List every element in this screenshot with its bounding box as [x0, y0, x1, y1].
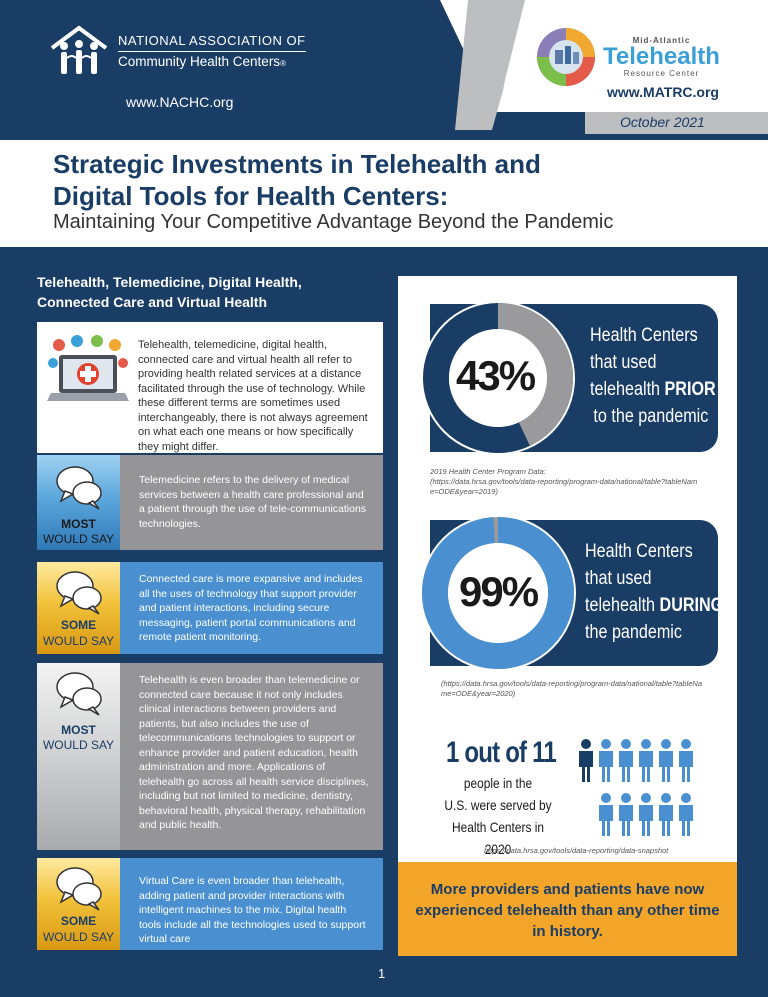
donut-value-arc: [497, 303, 573, 446]
badge-label-bottom: WOULD SAY: [42, 532, 115, 546]
stat-label-line3: telehealth: [590, 379, 665, 400]
definition-text: Telehealth is even broader than telemedi…: [139, 674, 369, 831]
page-subtitle: Maintaining Your Competitive Advantage B…: [53, 211, 614, 233]
donut-hole: [448, 543, 548, 643]
title-band: [0, 140, 768, 247]
matrc-top-text: Mid-Atlantic: [632, 36, 691, 45]
header: [0, 0, 768, 140]
person-icon: [579, 739, 593, 782]
registered-mark: ®: [280, 59, 286, 68]
source-line1: 2019 Health Center Program Data:: [430, 467, 546, 476]
badge-label-top: SOME: [60, 618, 97, 632]
title-line2: Digital Tools for Health Centers:: [53, 181, 449, 211]
source-line1: (https://data.hrsa.gov/tools/data-report…: [441, 679, 702, 688]
header-background: [440, 0, 768, 130]
speech-bubbles-icon: [56, 867, 102, 911]
people-desc-line3: Health Centers in 2020: [452, 819, 544, 857]
nachc-name-line2: Community Health Centers: [118, 54, 281, 69]
person-icon: [619, 793, 633, 836]
donut-chart-during: [420, 516, 576, 670]
stat-label-emphasis: DURING: [659, 595, 724, 616]
callout-box: [398, 862, 737, 956]
some-would-say-badge: SOME WOULD SAY: [37, 562, 120, 654]
donut-hole: [449, 329, 547, 427]
person-icon: [599, 739, 613, 782]
speech-bubbles-icon: [56, 571, 102, 615]
definition-row-connected-care: SOME WOULD SAY Connected care is more ex…: [37, 562, 383, 654]
source-line2: (https://data.hrsa.gov/tools/data-report…: [430, 477, 698, 486]
stat-label-line4: to the pandemic: [593, 406, 709, 427]
nachc-name-line1: NATIONAL ASSOCIATION OF: [118, 31, 306, 52]
some-would-say-badge: SOME WOULD SAY: [37, 858, 120, 950]
stat-label-line1: Health Centers: [590, 325, 698, 346]
matrc-logo[interactable]: Mid-Atlantic Telehealth Resource Center: [535, 26, 720, 88]
person-icon: [599, 793, 613, 836]
people-desc-line1: people in the: [463, 775, 533, 791]
donut-value-arc: [422, 517, 574, 669]
person-icon: [679, 739, 693, 782]
badge-label-top: SOME: [60, 914, 97, 928]
intro-paragraph: Telehealth, telemedicine, digital health…: [138, 339, 368, 453]
person-icon: [639, 739, 653, 782]
matrc-bottom-text: Resource Center: [623, 69, 700, 78]
stat-label-line2: that used: [585, 568, 652, 589]
page-title: Strategic Investments in Telehealth and …: [53, 148, 541, 212]
badge-label-bottom: WOULD SAY: [42, 738, 115, 752]
definition-row-telehealth: MOST WOULD SAY Telehealth is even broade…: [37, 663, 383, 850]
matrc-name: Telehealth: [603, 43, 720, 70]
laptop-medical-icon: [47, 335, 129, 401]
definition-row-telemedicine: MOST WOULD SAY Telemedicine refers to th…: [37, 455, 383, 550]
section-heading-line2: Connected Care and Virtual Health: [37, 294, 268, 310]
people-description: people in the U.S. were served by Health…: [443, 772, 554, 860]
stat-label-prior: Health Centers that used telehealth PRIO…: [590, 322, 716, 430]
badge-label-top: MOST: [61, 723, 96, 737]
people-count: 1 out of 11: [446, 736, 557, 769]
matrc-circle-icon: [537, 28, 595, 86]
badge-label-bottom: WOULD SAY: [42, 634, 115, 648]
person-icon: [639, 793, 653, 836]
speech-bubbles-icon: [56, 672, 102, 716]
donut-chart-prior: [421, 302, 575, 454]
speech-bubbles-icon: [56, 466, 102, 510]
definition-row-virtual-care: SOME WOULD SAY Virtual Care is even broa…: [37, 858, 383, 950]
person-icon: [659, 739, 673, 782]
callout-text: More providers and patients have now exp…: [415, 881, 720, 940]
most-would-say-badge: MOST WOULD SAY: [37, 663, 120, 850]
nachc-url-link[interactable]: www.NACHC.org: [126, 94, 234, 110]
title-line1: Strategic Investments in Telehealth and: [53, 149, 541, 179]
source-line2: me=ODE&year=2020): [441, 689, 516, 698]
person-icon: [659, 793, 673, 836]
people-icon-grid: [579, 739, 693, 836]
stat-label-line2: that used: [590, 352, 657, 373]
source-citation-2020[interactable]: (https://data.hrsa.gov/tools/data-report…: [441, 679, 702, 699]
section-heading: Telehealth, Telemedicine, Digital Health…: [37, 272, 302, 312]
most-would-say-badge: MOST WOULD SAY: [37, 455, 120, 550]
source-citation-2019[interactable]: 2019 Health Center Program Data: (https:…: [430, 467, 697, 497]
person-icon: [619, 739, 633, 782]
page-number: 1: [378, 966, 386, 981]
matrc-url-link[interactable]: www.MATRC.org: [607, 84, 719, 100]
definition-text: Telemedicine refers to the delivery of m…: [139, 474, 367, 530]
stat-label-line4: the pandemic: [585, 622, 682, 643]
stat-label-during: Health Centers that used telehealth DURI…: [585, 538, 723, 646]
publication-date: October 2021: [620, 114, 705, 130]
section-heading-line1: Telehealth, Telemedicine, Digital Health…: [37, 274, 302, 290]
date-bar: [585, 112, 768, 134]
source-citation-snapshot[interactable]: https://data.hrsa.gov/tools/data-reporti…: [484, 846, 669, 855]
badge-label-top: MOST: [61, 517, 96, 531]
person-icon: [679, 793, 693, 836]
stat-label-emphasis: PRIOR: [664, 379, 716, 400]
percent-during: 99%: [459, 568, 539, 615]
nachc-logo[interactable]: NATIONAL ASSOCIATION OF Community Health…: [48, 24, 306, 80]
source-line3: e=ODE&year=2019): [430, 487, 498, 496]
health-center-house-icon: [50, 25, 108, 74]
definition-text: Virtual Care is even broader than telehe…: [139, 875, 366, 945]
badge-label-bottom: WOULD SAY: [42, 930, 115, 944]
definition-text: Connected care is more expansive and inc…: [139, 573, 363, 643]
people-desc-line2: U.S. were served by: [444, 797, 552, 813]
stat-label-line1: Health Centers: [585, 541, 693, 562]
stat-label-line3: telehealth: [585, 595, 660, 616]
percent-prior: 43%: [456, 352, 536, 399]
